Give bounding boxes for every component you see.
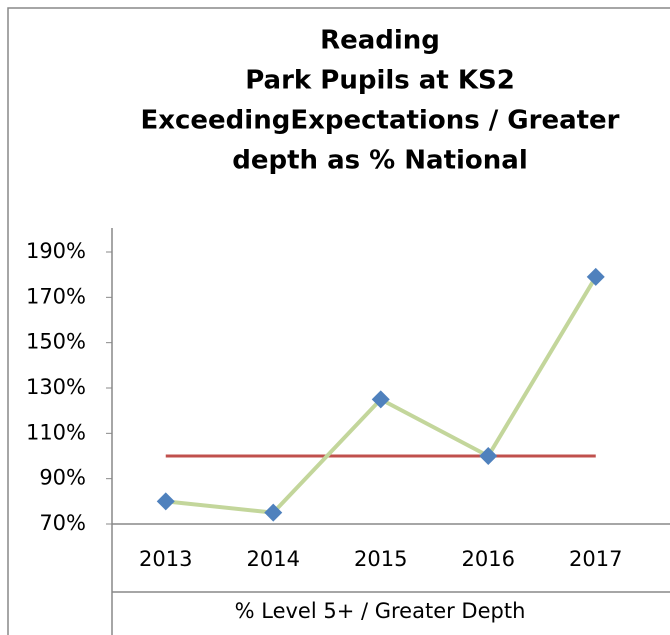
y-tick-label: 70%	[39, 511, 86, 535]
chart-frame	[7, 7, 670, 635]
y-tick-label: 150%	[26, 330, 86, 354]
data-point	[586, 267, 605, 286]
y-tick-label: 110%	[26, 420, 86, 444]
y-tick-label: 190%	[26, 239, 86, 263]
x-tick-label: 2015	[354, 547, 407, 571]
data-point	[264, 503, 283, 522]
chart-title: Park Pupils at KS2	[245, 66, 515, 96]
chart-title: depth as % National	[232, 146, 528, 176]
chart-title: Reading	[320, 26, 440, 56]
y-tick-label: 90%	[39, 466, 86, 490]
y-tick-label: 130%	[26, 375, 86, 399]
x-tick-label: 2013	[139, 547, 192, 571]
data-point	[371, 390, 390, 409]
chart-title: ExceedingExpectations / Greater	[140, 106, 619, 136]
data-point	[156, 492, 175, 511]
x-tick-label: 2014	[247, 547, 300, 571]
x-tick-label: 2017	[569, 547, 622, 571]
x-tick-label: 2016	[462, 547, 515, 571]
data-point	[479, 447, 498, 465]
x-axis-title: % Level 5+ / Greater Depth	[235, 599, 526, 623]
y-tick-label: 170%	[26, 284, 86, 308]
